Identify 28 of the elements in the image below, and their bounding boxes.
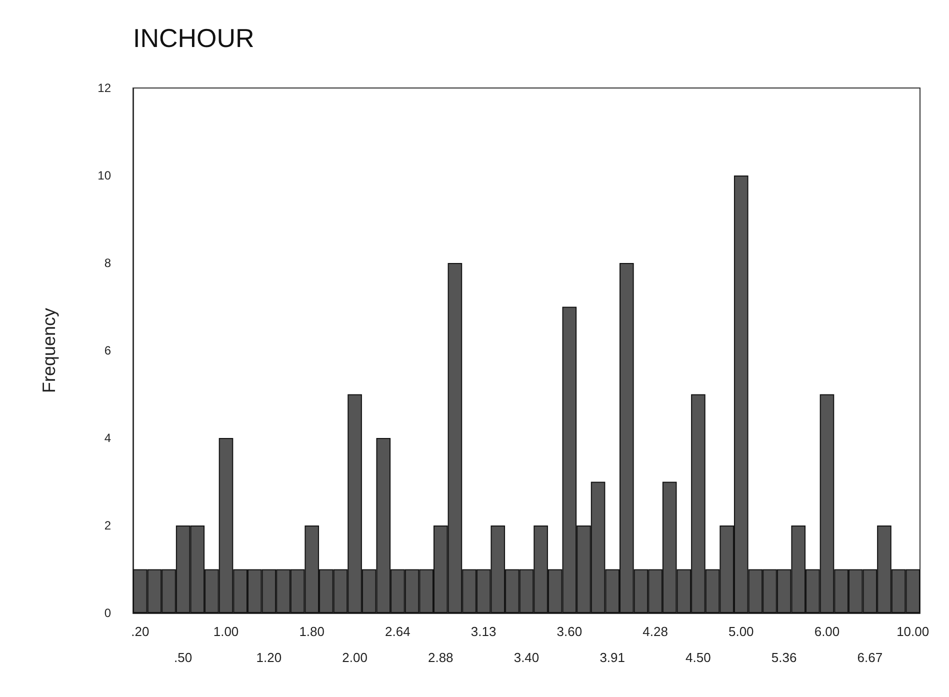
x-tick-label: 6.67 [857,650,883,665]
y-tick-label: 12 [98,81,112,95]
x-tick-label: 6.00 [814,624,840,639]
x-tick-label: 1.20 [256,650,282,665]
x-tick-label: .50 [174,650,192,665]
chart-title: INCHOUR [133,23,254,53]
x-tick-label: 5.36 [771,650,797,665]
x-tick-label: 4.50 [686,650,711,665]
x-tick-label: 2.00 [342,650,368,665]
x-tick-label: .20 [131,624,150,639]
x-tick-label: 10.00 [896,624,930,639]
y-tick-label: 2 [104,518,112,532]
x-tick-label: 1.80 [299,624,325,639]
x-tick-label: 4.28 [642,624,668,639]
x-tick-label: 3.91 [600,650,626,665]
x-tick-label: 3.60 [556,624,582,639]
x-tick-label: 2.64 [385,624,410,639]
y-tick-label: 0 [104,606,112,620]
x-tick-label: 5.00 [728,624,754,639]
x-tick-label: 2.88 [428,650,454,665]
y-tick-label: 6 [104,344,112,358]
x-tick-label: 3.40 [514,650,540,665]
y-tick-label: 4 [104,431,112,445]
x-tick-label: 3.13 [470,624,496,639]
y-tick-label: 10 [98,168,112,182]
y-axis-title: Frequency [39,308,59,394]
x-tick-label: 1.00 [213,624,239,639]
y-tick-label: 8 [104,256,112,270]
